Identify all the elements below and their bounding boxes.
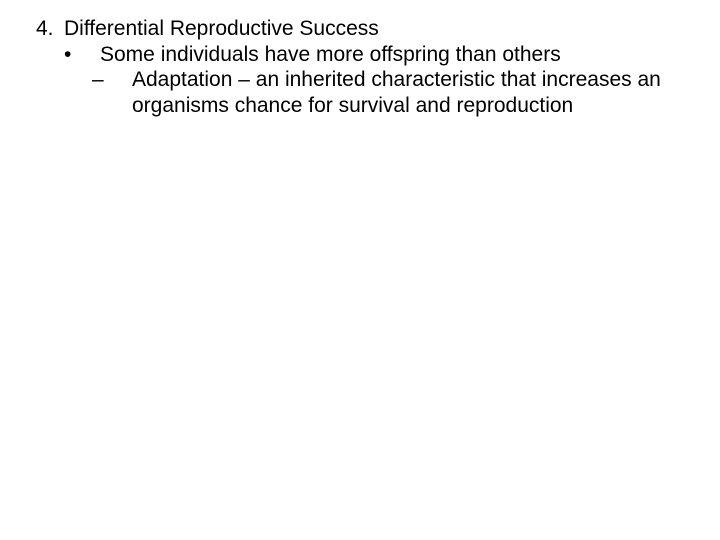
outline-level-1: 4. Differential Reproductive Success [36, 16, 700, 42]
list-marker-bullet: • [64, 42, 96, 68]
slide-content: 4. Differential Reproductive Success • S… [36, 16, 700, 118]
outline-text: Adaptation – an inherited characteristic… [128, 67, 700, 118]
outline-level-3: – Adaptation – an inherited characterist… [92, 67, 700, 118]
list-marker-dash: – [92, 67, 128, 118]
outline-level-2: • Some individuals have more offspring t… [64, 42, 700, 68]
outline-text: Differential Reproductive Success [60, 16, 700, 42]
outline-text: Some individuals have more offspring tha… [96, 42, 700, 68]
list-marker-number: 4. [36, 16, 60, 42]
